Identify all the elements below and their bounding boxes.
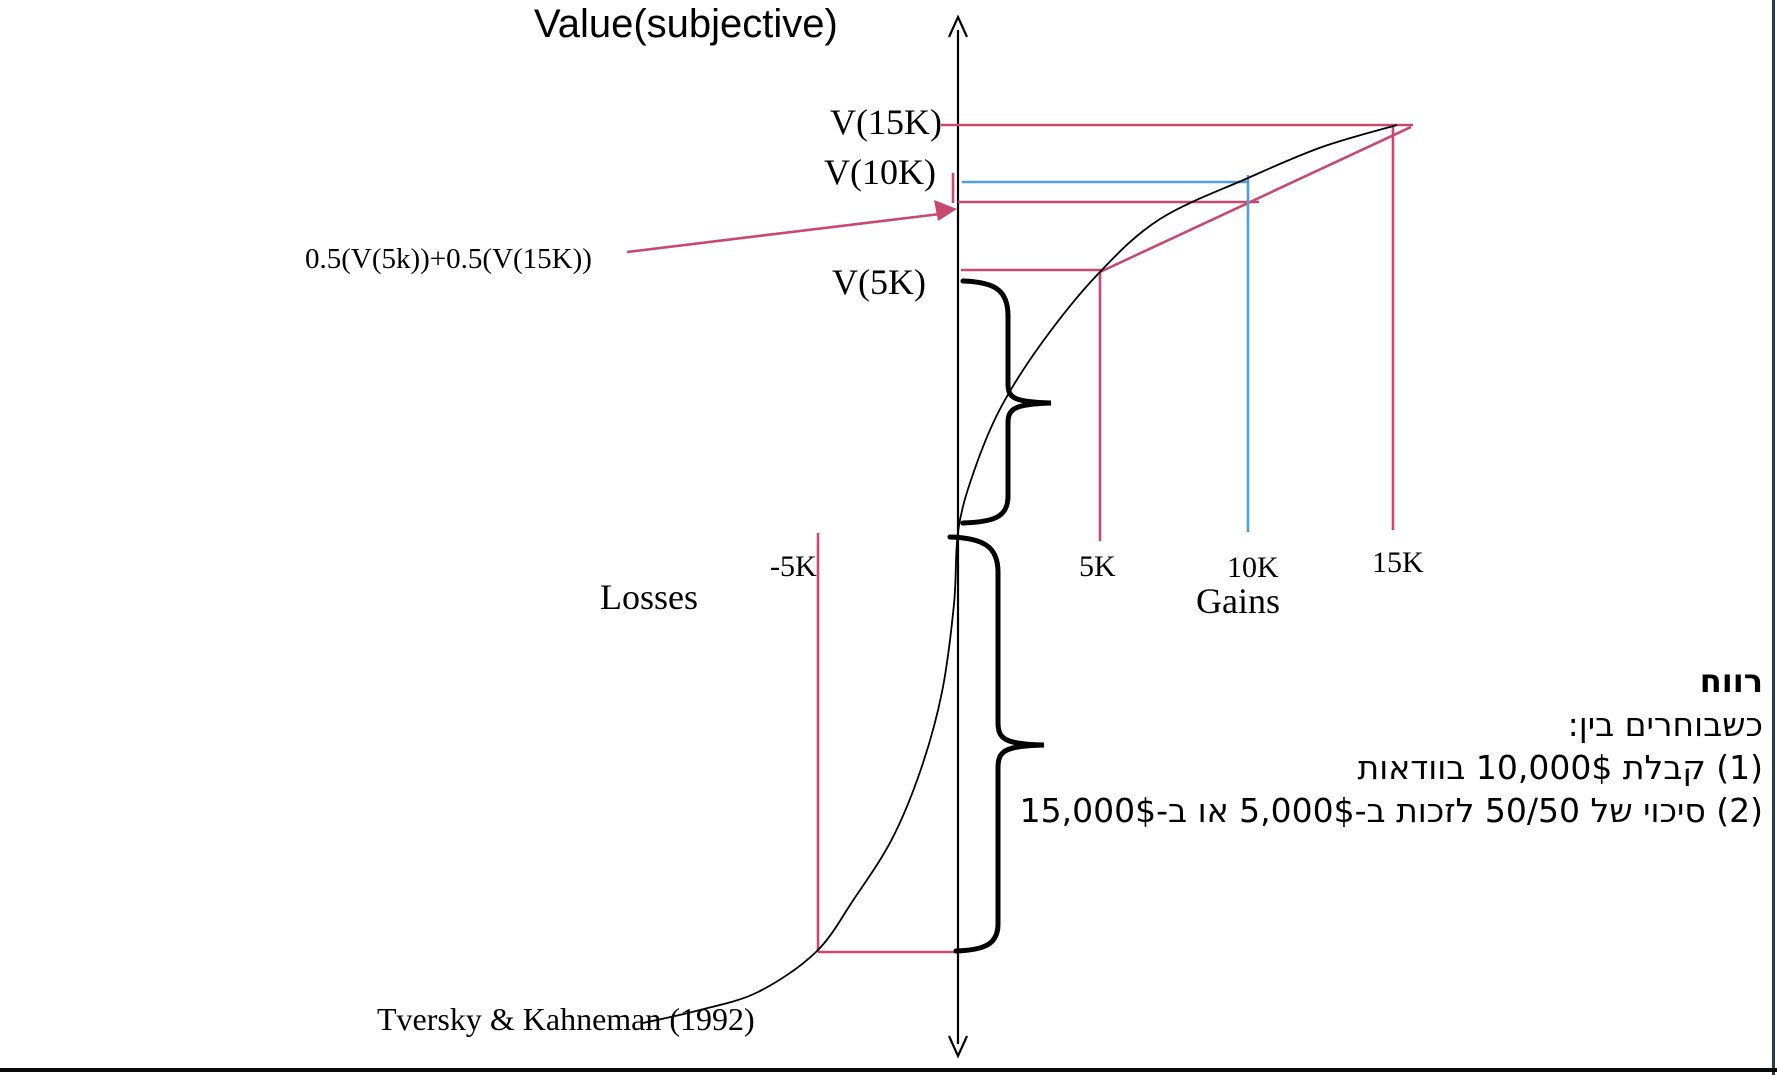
annotation-arrow-shaft bbox=[626, 212, 941, 254]
citation-label: Tversky & Kahneman (1992) bbox=[377, 1001, 755, 1037]
value-curve bbox=[642, 124, 1398, 1024]
y-axis-down-arrowhead bbox=[947, 1035, 969, 1059]
y-axis-title: Value(subjective) bbox=[534, 2, 838, 46]
hebrew-when-choosing: כשבוחרים בין: bbox=[1567, 705, 1763, 744]
label-v5k: V(5K) bbox=[832, 262, 926, 302]
x-tick-5k: 5K bbox=[1079, 550, 1116, 583]
y-axis-up-arrowhead bbox=[947, 14, 969, 38]
gamble-expected-value-formula: 0.5(V(5k))+0.5(V(15K)) bbox=[305, 243, 592, 275]
hebrew-option-1: (1) קבלת 10,000$ בוודאות bbox=[1357, 748, 1763, 787]
hebrew-option-2: (2) סיכוי של 50/50 לזכות ב-5,000$ או ב-1… bbox=[1019, 791, 1763, 830]
label-v15k: V(15K) bbox=[830, 102, 942, 142]
upper-brace bbox=[960, 278, 1052, 526]
slide-bottom-border bbox=[0, 1068, 1777, 1072]
x-tick-10k: 10K bbox=[1227, 551, 1279, 584]
label-v10k: V(10K) bbox=[824, 152, 936, 192]
x-tick-minus5k: -5K bbox=[770, 550, 817, 583]
hebrew-text-block: רווח כשבוחרים בין: (1) קבלת 10,000$ בווד… bbox=[1020, 660, 1763, 832]
hebrew-heading-profit: רווח bbox=[1699, 662, 1763, 700]
gamble-chord bbox=[1099, 125, 1412, 274]
slide-right-border bbox=[1772, 0, 1775, 1075]
x-tick-15k: 15K bbox=[1372, 546, 1424, 579]
losses-region-label: Losses bbox=[600, 577, 698, 617]
lower-brace bbox=[947, 534, 1045, 954]
annotation-arrowhead bbox=[934, 200, 957, 221]
gains-region-label: Gains bbox=[1196, 581, 1280, 621]
